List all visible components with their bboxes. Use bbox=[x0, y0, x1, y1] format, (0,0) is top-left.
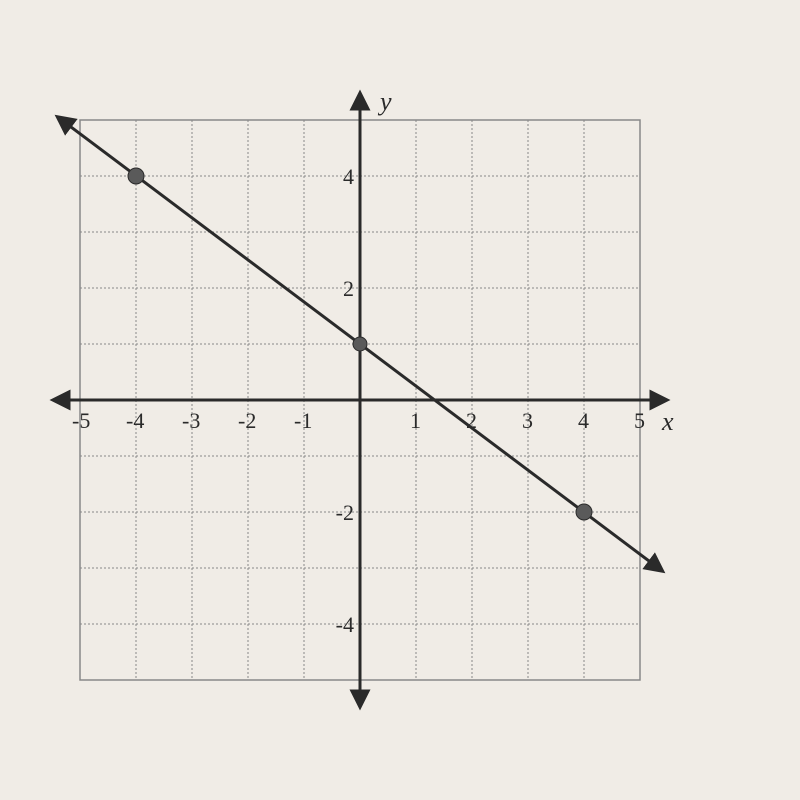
y-axis-label: y bbox=[377, 87, 392, 116]
tick-x-neg5: -5 bbox=[72, 408, 90, 433]
graph-svg: y x -5 -4 -3 -2 -1 1 2 3 4 5 4 2 -2 -4 bbox=[40, 80, 680, 720]
coordinate-graph: y x -5 -4 -3 -2 -1 1 2 3 4 5 4 2 -2 -4 bbox=[40, 80, 680, 720]
tick-x-neg2: -2 bbox=[238, 408, 256, 433]
tick-y-neg2: -2 bbox=[336, 500, 354, 525]
tick-x-3: 3 bbox=[522, 408, 533, 433]
tick-x-neg3: -3 bbox=[182, 408, 200, 433]
point-4-neg2 bbox=[576, 504, 592, 520]
tick-x-1: 1 bbox=[410, 408, 421, 433]
tick-x-neg1: -1 bbox=[294, 408, 312, 433]
tick-x-5: 5 bbox=[634, 408, 645, 433]
point-neg4-4 bbox=[128, 168, 144, 184]
tick-y-4: 4 bbox=[343, 164, 354, 189]
tick-y-neg4: -4 bbox=[336, 612, 354, 637]
tick-x-neg4: -4 bbox=[126, 408, 144, 433]
tick-y-2: 2 bbox=[343, 276, 354, 301]
point-0-1 bbox=[353, 337, 367, 351]
tick-x-4: 4 bbox=[578, 408, 589, 433]
x-axis-label: x bbox=[661, 407, 674, 436]
